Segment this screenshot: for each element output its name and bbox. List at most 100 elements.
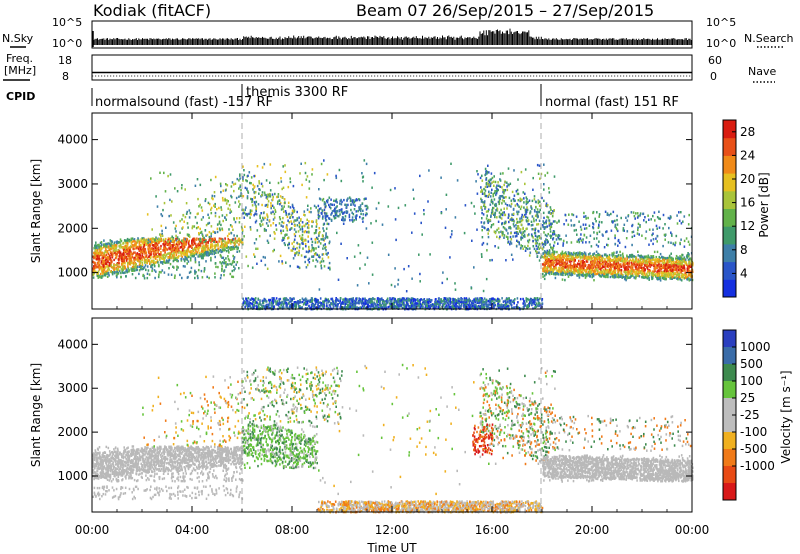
scatter-cell [198,232,200,235]
scatter-cell [139,257,141,260]
scatter-cell [173,276,176,279]
scatter-cell [123,265,126,268]
scatter-cell [134,240,136,243]
scatter-cell [523,201,525,204]
scatter-cell [211,237,213,241]
scatter-cell [522,306,525,309]
scatter-cell [378,300,381,303]
cpid-segment-1: normalsound (fast) -157 RF [95,95,273,110]
scatter-cell [228,246,231,249]
scatter-cell [313,204,316,208]
scatter-cell [191,239,193,242]
scatter-cell [238,239,241,243]
scatter-cell [420,221,422,225]
scatter-cell [303,301,306,305]
scatter-cell [450,162,452,165]
scatter-cell [163,271,166,274]
scatter-cell [492,297,494,300]
scatter-cell [468,305,471,308]
scatter-cell [253,201,256,204]
scatter-cell [365,162,368,166]
scatter-cell [140,250,142,254]
scatter-cell [238,217,241,220]
scatter-cell [358,198,360,201]
scatter-cell [544,226,547,229]
scatter-cell [449,256,451,259]
scatter-cell [507,240,510,243]
scatter-cell [219,244,222,248]
scatter-cell [496,187,498,191]
scatter-cell [315,300,318,303]
scatter-cell [95,258,98,261]
scatter-cell [144,259,147,262]
scatter-cell [230,248,232,251]
scatter-cell [280,180,283,183]
scatter-cell [487,235,490,239]
scatter-cell [444,297,446,301]
scatter-cell [151,241,153,244]
scatter-cell [493,198,496,201]
scatter-cell [416,302,418,305]
scatter-cell [535,206,537,209]
scatter-cell [506,297,509,301]
scatter-cell [460,306,462,309]
scatter-cell [306,218,308,221]
scatter-cell [480,205,482,209]
scatter-cell [225,265,227,269]
scatter-cell [338,168,341,172]
scatter-cell [321,234,324,237]
scatter-cell [346,257,348,260]
scatter-cell [413,298,416,301]
scatter-cell [538,210,541,214]
scatter-cell [234,267,236,270]
scatter-cell [137,245,140,248]
scatter-cell [284,234,286,237]
scatter-cell [162,256,165,259]
scatter-cell [205,253,208,257]
scatter-cell [343,198,345,202]
scatter-cell [497,200,500,204]
scatter-cell [307,258,310,262]
scatter-cell [337,299,340,302]
scatter-cell [529,247,531,250]
scatter-cell [228,232,230,235]
scatter-cell [331,210,334,213]
scatter-cell [522,191,525,194]
scatter-cell [498,303,501,307]
scatter-cell [317,304,319,307]
scatter-cell [132,239,135,243]
scatter-cell [517,192,520,196]
scatter-cell [159,233,162,237]
scatter-cell [402,299,405,302]
scatter-cell [524,245,526,248]
scatter-cell [173,256,176,260]
scatter-cell [361,304,364,308]
scatter-cell [380,304,382,307]
scatter-cell [119,265,122,269]
scatter-cell [186,257,188,261]
scatter-cell [498,215,501,218]
scatter-cell [170,248,173,252]
scatter-cell [364,307,367,310]
scatter-cell [368,282,370,285]
scatter-cell [207,241,209,244]
scatter-cell [113,267,115,270]
scatter-cell [405,304,407,307]
scatter-cell [534,238,537,241]
scatter-cell [404,299,406,302]
scatter-cell [325,219,328,222]
scatter-cell [334,304,337,307]
scatter-cell [217,243,219,246]
scatter-cell [505,196,507,199]
scatter-cell [500,305,503,308]
scatter-cell [475,298,477,301]
scatter-cell [323,304,325,307]
scatter-cell [524,303,526,306]
scatter-cell [151,269,153,273]
scatter-cell [536,208,539,211]
scatter-cell [501,234,504,237]
scatter-cell [243,173,246,177]
scatter-cell [305,245,307,248]
scatter-cell [450,233,453,236]
